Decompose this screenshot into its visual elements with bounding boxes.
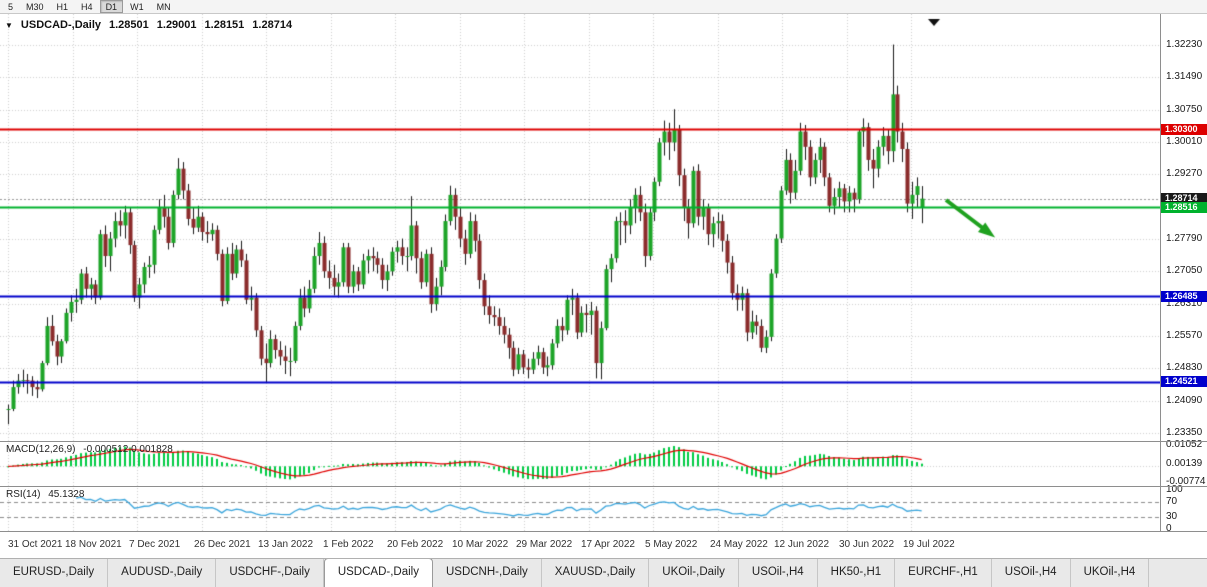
macd-axis-label: -0.00774 (1166, 476, 1206, 487)
symbol-tab-usoilh4[interactable]: USOil-,H4 (739, 559, 818, 587)
chart-title: ▼ USDCAD-,Daily 1.28501 1.29001 1.28151 … (5, 19, 292, 31)
date-axis-label: 20 Feb 2022 (387, 539, 444, 550)
date-axis-label: 24 May 2022 (710, 539, 768, 550)
date-axis-label: 12 Jun 2022 (774, 539, 830, 550)
date-axis-label: 26 Dec 2021 (194, 539, 251, 550)
chart-tab-bar: EURUSD-,Daily AUDUSD-,Daily USDCHF-,Daily U… (0, 558, 1207, 587)
price-axis-label: 1.25570 (1166, 330, 1203, 341)
timeframe-button-5[interactable]: 5 (8, 2, 14, 12)
price-axis-label: 1.24090 (1166, 394, 1203, 406)
symbol-tab-xauusddaily[interactable]: XAUUSD-,Daily (542, 559, 650, 587)
timeframe-toolbar: 5 M30 H1 H4 D1 W1 MN (0, 0, 1207, 14)
price-tag: 1.28516 (1161, 201, 1207, 213)
pane-separator-macd[interactable] (0, 441, 1207, 442)
timeframe-button-h4[interactable]: H4 (81, 2, 93, 12)
rsi-value: 45.1328 (48, 489, 85, 500)
date-axis[interactable]: 31 Oct 2021 18 Nov 2021 7 Dec 2021 26 Dec 2… (0, 531, 1207, 558)
price-tag: 1.24521 (1161, 376, 1207, 388)
timeframe-button-d1[interactable]: D1 (99, 0, 124, 13)
date-axis-label: 30 Jun 2022 (839, 539, 895, 550)
rsi-indicator-label: RSI(14) 45.1328 (6, 489, 89, 500)
price-tag: 1.28714 (1161, 193, 1207, 205)
timeframe-button-h1[interactable]: H1 (56, 2, 69, 12)
price-axis-label: 1.26310 (1166, 297, 1203, 309)
date-axis-label: 1 Feb 2022 (323, 539, 374, 550)
symbol-tab-hk50h1[interactable]: HK50-,H1 (818, 559, 896, 587)
chart-window: ▼ USDCAD-,Daily 1.28501 1.29001 1.28151 … (0, 14, 1160, 531)
date-axis-label: 13 Jan 2022 (258, 539, 314, 550)
price-axis-label: 1.31490 (1166, 71, 1203, 83)
pane-separator-rsi[interactable] (0, 486, 1207, 487)
price-tag: 1.30300 (1161, 123, 1207, 135)
timeframe-button-m30[interactable]: M30 (26, 2, 44, 12)
symbol-tab-ukoilh4[interactable]: UKOil-,H4 (1071, 559, 1150, 587)
price-axis-label: 1.27790 (1166, 233, 1203, 244)
ohlc-close: 1.28714 (252, 19, 293, 31)
rsi-axis-label: 0 (1166, 523, 1172, 534)
ohlc-open: 1.28501 (109, 19, 149, 31)
date-axis-label: 5 May 2022 (645, 539, 698, 550)
rsi-axis-label: 100 (1166, 484, 1183, 495)
symbol-tab-ukoildaily[interactable]: UKOil-,Daily (649, 559, 739, 587)
ohlc-low: 1.28151 (204, 19, 245, 31)
symbol-tab-usdcnhdaily[interactable]: USDCNH-,Daily (433, 559, 542, 587)
date-axis-label: 31 Oct 2021 (8, 539, 63, 550)
timeframe-button-w1[interactable]: W1 (130, 2, 144, 12)
macd-axis-label: 0.01052 (1166, 439, 1203, 450)
price-axis-label: 1.29270 (1166, 168, 1203, 180)
symbol-tab-usdcaddaily[interactable]: USDCAD-,Daily (323, 559, 433, 587)
price-axis-label: 1.24830 (1166, 362, 1203, 374)
price-axis-label: 1.30750 (1166, 103, 1203, 115)
chart-dropdown-icon[interactable]: ▼ (5, 20, 13, 30)
symbol-tab-usdchfdaily[interactable]: USDCHF-,Daily (216, 559, 324, 587)
symbol-tab-eurchfh1[interactable]: EURCHF-,H1 (895, 559, 992, 587)
timeframe-button-mn[interactable]: MN (156, 2, 171, 12)
macd-name: MACD(12,26,9) (6, 444, 76, 455)
rsi-axis-label: 70 (1166, 495, 1178, 507)
macd-values: -0.000512 0.001828 (83, 444, 173, 455)
date-axis-label: 18 Nov 2021 (65, 539, 122, 550)
price-chart-canvas[interactable] (0, 14, 1160, 531)
symbol-tab-usoilh4[interactable]: USOil-,H4 (992, 559, 1071, 587)
price-axis-label: 1.30010 (1166, 136, 1203, 147)
date-axis-label: 7 Dec 2021 (129, 539, 181, 550)
ohlc-high: 1.29001 (156, 19, 197, 31)
price-axis[interactable]: 1.32230 1.31490 1.30750 1.30010 1.29270 1.285… (1160, 14, 1207, 534)
date-axis-label: 29 Mar 2022 (516, 539, 573, 550)
price-axis-label: 1.23350 (1166, 427, 1203, 438)
rsi-name: RSI(14) (6, 489, 41, 500)
price-axis-label: 1.27050 (1166, 265, 1203, 277)
chart-symbol-label: USDCAD-,Daily (20, 19, 101, 31)
rsi-axis-label: 30 (1166, 511, 1178, 523)
date-axis-label: 17 Apr 2022 (581, 539, 635, 550)
date-axis-label: 10 Mar 2022 (452, 539, 509, 550)
date-axis-label: 19 Jul 2022 (903, 539, 955, 550)
symbol-tab-eurusddaily[interactable]: EURUSD-,Daily (0, 559, 109, 587)
symbol-tab-audusddaily[interactable]: AUDUSD-,Daily (108, 559, 217, 587)
macd-indicator-label: MACD(12,26,9) -0.000512 0.001828 (6, 444, 178, 455)
price-tag: 1.26485 (1161, 290, 1207, 302)
macd-axis-label: 0.00139 (1166, 457, 1203, 469)
price-axis-label: 1.32230 (1166, 39, 1203, 50)
